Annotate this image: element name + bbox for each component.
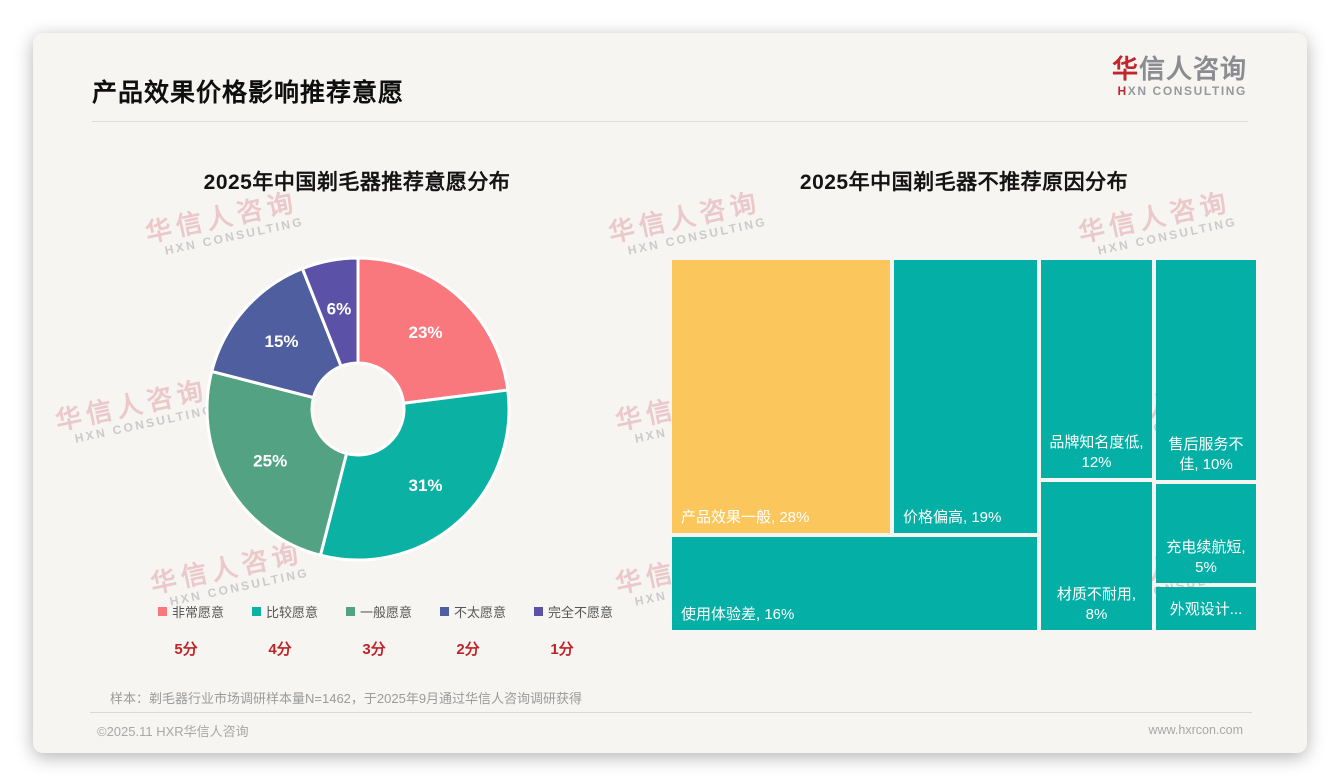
- treemap-box-售后服务不佳: 售后服务不佳, 10%: [1156, 260, 1256, 480]
- donut-label: 15%: [264, 332, 298, 351]
- legend-item-非常愿意: 非常愿意: [158, 602, 224, 621]
- title-underline: [92, 121, 1248, 122]
- score-label: 2分: [456, 641, 480, 658]
- sample-note: 样本：剃毛器行业市场调研样本量N=1462，于2025年9月通过华信人咨询调研获…: [110, 691, 583, 706]
- footer-url[interactable]: www.hxrcon.com: [1148, 723, 1243, 737]
- watermark-en: HXN CONSULTING: [73, 402, 216, 446]
- treemap-label: 品牌知名度低, 12%: [1049, 433, 1144, 471]
- treemap-label: 产品效果一般, 28%: [681, 509, 810, 526]
- watermark-en: HXN CONSULTING: [626, 214, 769, 258]
- company-logo: 华信人咨询 HXN CONSULTING: [1112, 55, 1247, 98]
- donut-slice-完全不愿意: [300, 256, 360, 368]
- watermark-zh: 华信人咨询: [52, 374, 211, 437]
- donut-chart-title: 2025年中国剃毛器推荐意愿分布: [203, 171, 511, 194]
- treemap-box-使用体验差: 使用体验差, 16%: [672, 537, 1037, 630]
- legend-label: 一般愿意: [360, 605, 413, 620]
- legend-swatch: [534, 607, 543, 616]
- logo-english: HXN CONSULTING: [1112, 83, 1247, 98]
- donut-slice-不太愿意: [210, 267, 343, 400]
- treemap-box-价格偏高: 价格偏高, 19%: [894, 260, 1037, 533]
- treemap-label: 价格偏高, 19%: [903, 509, 1002, 526]
- treemap-box-外观设计…: 外观设计...: [1156, 587, 1256, 630]
- footer-divider: [90, 712, 1252, 713]
- legend-item-完全不愿意: 完全不愿意: [534, 602, 613, 621]
- watermark-en: HXN CONSULTING: [1096, 214, 1239, 258]
- donut-label: 6%: [327, 299, 352, 318]
- logo-chinese: 华信人咨询: [1112, 55, 1247, 84]
- treemap-label: 使用体验差, 16%: [681, 606, 795, 623]
- treemap-label: 充电续航短, 5%: [1166, 538, 1246, 576]
- donut-label: 23%: [408, 323, 442, 342]
- score-label: 4分: [268, 641, 292, 658]
- treemap-label: 售后服务不佳, 10%: [1168, 435, 1244, 473]
- legend-swatch: [440, 607, 449, 616]
- treemap-box-产品效果一般: 产品效果一般, 28%: [672, 260, 890, 533]
- legend-swatch: [346, 607, 355, 616]
- legend-item-不太愿意: 不太愿意: [440, 602, 506, 621]
- legend-label: 不太愿意: [454, 605, 507, 620]
- donut-label: 31%: [408, 476, 442, 495]
- logo-zh-red: 华: [1111, 54, 1139, 84]
- treemap-box-材质不耐用: 材质不耐用, 8%: [1041, 482, 1152, 630]
- slide-card: 华信人咨询 HXN CONSULTING 华信人咨询 HXN CONSULTING 华信…: [33, 33, 1307, 753]
- donut-chart: 23% 31% 25% 15% 6%: [205, 256, 511, 562]
- legend-item-一般愿意: 一般愿意: [346, 602, 412, 621]
- legend-item-比较愿意: 比较愿意: [252, 602, 318, 621]
- treemap-box-品牌知名度低: 品牌知名度低, 12%: [1041, 260, 1152, 478]
- logo-zh-rest: 信人咨询: [1138, 54, 1247, 84]
- treemap-chart-title: 2025年中国剃毛器不推荐原因分布: [799, 171, 1129, 194]
- treemap-label: 材质不耐用, 8%: [1056, 585, 1137, 623]
- legend-swatch: [252, 607, 261, 616]
- treemap-chart: 产品效果一般, 28% 价格偏高, 19% 使用体验差, 16% 品牌知名度低, 12…: [672, 260, 1256, 630]
- donut-slice-比较愿意: [318, 388, 511, 562]
- score-label: 3分: [362, 641, 386, 658]
- donut-slice-非常愿意: [356, 256, 510, 405]
- treemap-label: 外观设计...: [1169, 601, 1243, 618]
- legend-label: 完全不愿意: [548, 605, 614, 620]
- donut-label: 25%: [253, 451, 287, 470]
- logo-en-rest: XN CONSULTING: [1127, 83, 1247, 98]
- legend-label: 比较愿意: [266, 605, 319, 620]
- donut-slice-一般愿意: [205, 369, 349, 557]
- legend-label: 非常愿意: [172, 605, 225, 620]
- page-title: 产品效果价格影响推荐意愿: [92, 79, 405, 107]
- footer-copyright: ©2025.11 HXR华信人咨询: [97, 724, 249, 739]
- score-label: 5分: [174, 641, 198, 658]
- logo-en-red: H: [1117, 83, 1128, 98]
- legend-swatch: [158, 607, 167, 616]
- score-label: 1分: [550, 641, 574, 658]
- treemap-box-充电续航短: 充电续航短, 5%: [1156, 484, 1256, 583]
